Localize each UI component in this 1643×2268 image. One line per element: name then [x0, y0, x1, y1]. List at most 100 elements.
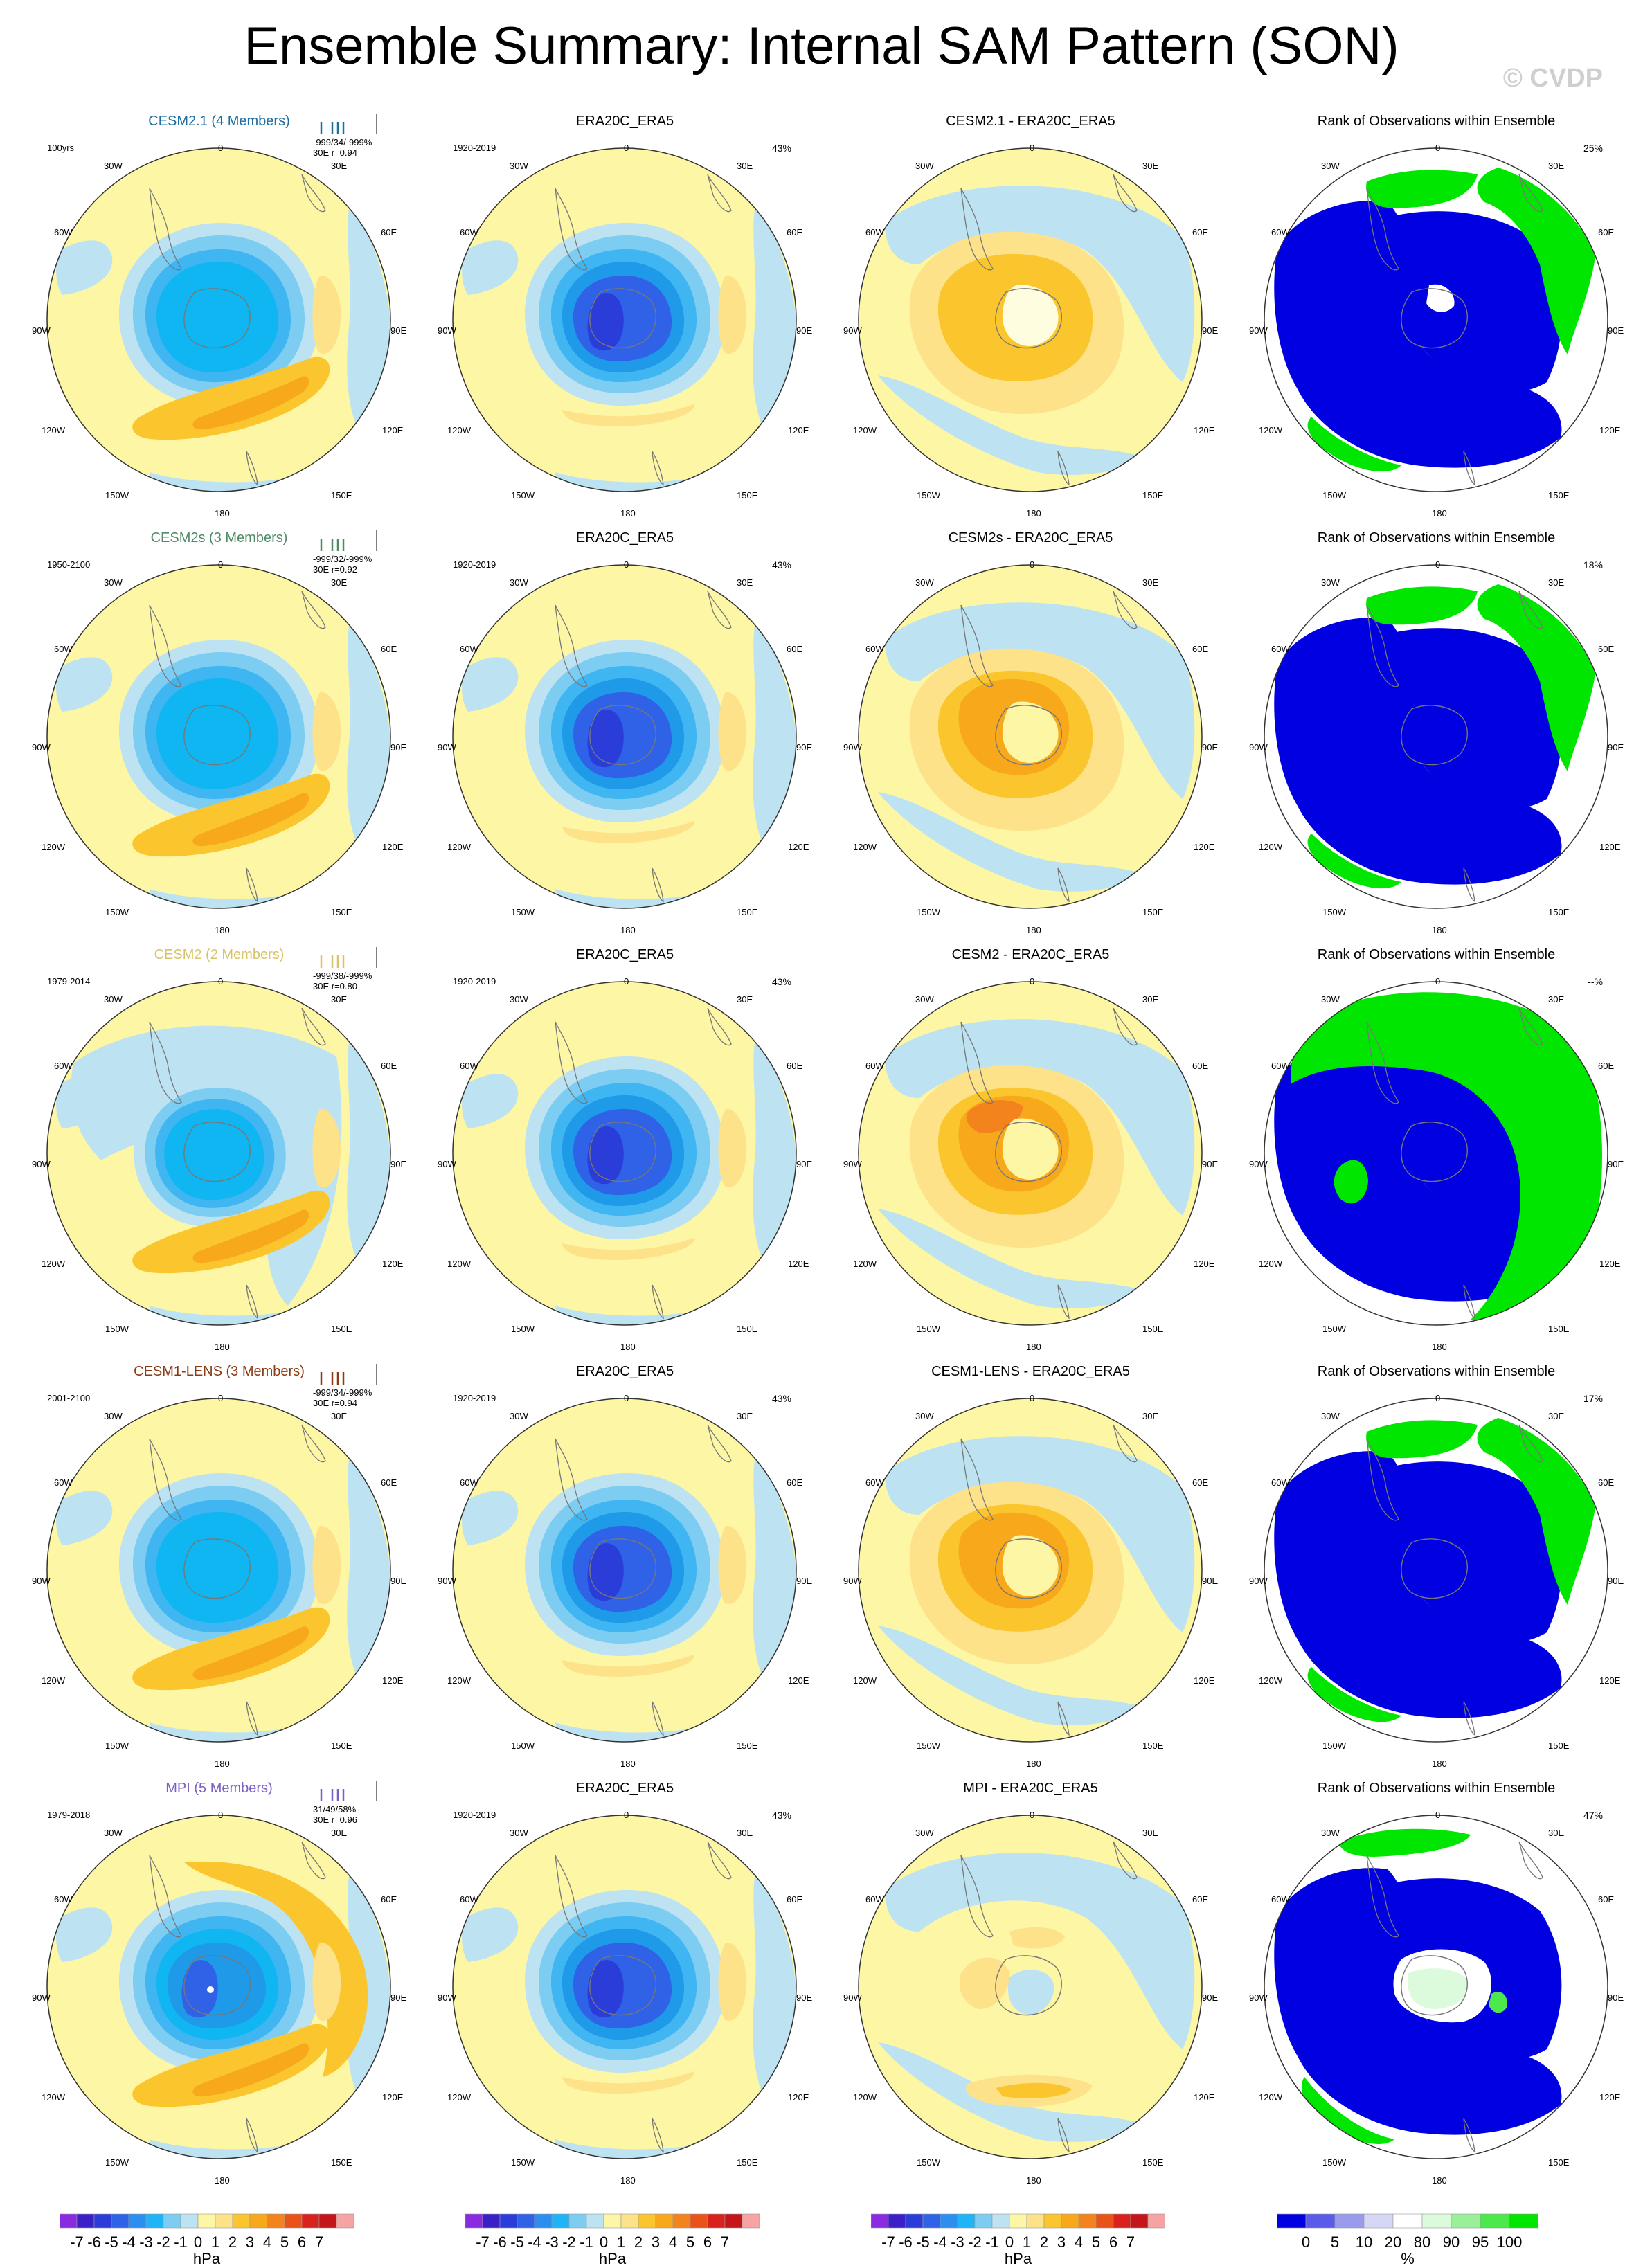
model-panel-title: CESM2.1 (4 Members) [148, 114, 290, 129]
lon-label-top-left: 30W [104, 1411, 123, 1421]
lon-label-upper-left: 60W [460, 1894, 478, 1905]
stats-block: 31/49/58% 30E r=0.96 [313, 1804, 357, 1825]
colorbar-swatch [655, 2213, 674, 2229]
percent-label: --% [1588, 976, 1603, 987]
colorbar-unit: hPa [598, 2250, 627, 2267]
lon-label-lower-right: 120E [1599, 425, 1621, 435]
period-label: 1950-2100 [47, 559, 91, 570]
lon-label-bottom-left: 150W [1322, 2157, 1346, 2168]
lon-label-top-left: 30W [104, 577, 123, 588]
colorbar-tick-label: 5 [280, 2233, 289, 2251]
lon-label-left: 90W [843, 1159, 862, 1169]
lon-label-top-right: 30E [331, 1828, 348, 1838]
colorbar-swatch [603, 2213, 622, 2229]
colorbar-swatch [1113, 2213, 1131, 2229]
lon-label-top-right: 30E [331, 1411, 348, 1421]
lon-label-bottom: 180 [1026, 1342, 1041, 1352]
colorbar-tick-label: 0 [1301, 2233, 1311, 2251]
lon-label-upper-right: 60E [1192, 644, 1209, 654]
rank-panel-row-4: Rank of Observations within Ensemble 17% 0… [1231, 1354, 1642, 1772]
lon-label-bottom-right: 150E [1548, 1740, 1570, 1751]
lon-label-top-left: 30W [104, 994, 123, 1005]
lon-label-bottom-right: 150E [331, 907, 352, 917]
colorbar-tick-label: 3 [651, 2233, 661, 2251]
lon-label-top: 0 [1435, 559, 1441, 570]
lon-label-top-right: 30E [1142, 1411, 1159, 1421]
colorbar-swatch [249, 2213, 268, 2229]
percent-label: 17% [1583, 1393, 1603, 1404]
colorbar-swatch [1130, 2213, 1149, 2229]
lon-label-upper-right: 60E [787, 227, 803, 237]
lon-label-top-right: 30E [737, 577, 753, 588]
spread-ticks [320, 947, 377, 968]
colorbar-tick-label: 0 [193, 2233, 203, 2251]
lon-label-lower-right: 120E [788, 1259, 809, 1269]
lon-label-bottom-right: 150E [331, 1740, 352, 1751]
diff-panel-row-5: MPI - ERA20C_ERA5 0 30W 30E 60W 60E 90W 90E 120W… [825, 1771, 1236, 2188]
diff-panel-row-2: CESM2s - ERA20C_ERA5 0 30W 30E 60W 60E 90W 90E 1… [825, 521, 1236, 938]
lon-label-top-right: 30E [737, 1828, 753, 1838]
colorbar-tick-label: 1 [616, 2233, 626, 2251]
lon-label-top-right: 30E [331, 577, 348, 588]
lon-label-bottom-left: 150W [105, 907, 129, 917]
lon-label-upper-left: 60W [1271, 1061, 1290, 1071]
lon-label-top: 0 [624, 143, 629, 153]
colorbar-swatch [499, 2213, 518, 2229]
colorbar-tick-label: 4 [668, 2233, 678, 2251]
stats-line-2: 30E r=0.92 [313, 564, 357, 575]
lon-label-top-left: 30W [915, 994, 934, 1005]
colorbar-tick-label: -4 [528, 2233, 541, 2251]
lon-label-lower-right: 120E [788, 2092, 809, 2103]
lon-label-bottom: 180 [1432, 1342, 1447, 1352]
lon-label-lower-left: 120W [853, 425, 877, 435]
colorbar-swatch [888, 2213, 906, 2229]
lon-label-bottom-right: 150E [331, 1324, 352, 1334]
lon-label-right: 90E [1608, 1992, 1624, 2003]
lon-label-top-right: 30E [1142, 577, 1159, 588]
colorbar-tick-label: 5 [685, 2233, 695, 2251]
colorbar-swatch [1009, 2213, 1027, 2229]
lon-label-bottom-right: 150E [737, 2157, 758, 2168]
diff-panel-row-1: CESM2.1 - ERA20C_ERA5 0 30W 30E 60W 60E 90W 90E… [825, 104, 1236, 521]
stats-line-1: -999/32/-999% [313, 554, 372, 564]
colorbar-tick-label: -2 [156, 2233, 170, 2251]
lon-label-top-left: 30W [915, 577, 934, 588]
lon-label-bottom: 180 [1026, 2175, 1041, 2186]
rank-map [1264, 147, 1608, 492]
lon-label-top-right: 30E [331, 994, 348, 1005]
model-panel-row-2: CESM2s (3 Members) 1950-2100 -999/32/-999%… [14, 521, 424, 938]
lon-label-upper-left: 60W [54, 644, 73, 654]
colorbar-tick-label: 100 [1496, 2233, 1523, 2251]
lon-label-lower-left: 120W [447, 425, 471, 435]
lon-label-upper-right: 60E [1598, 1477, 1615, 1488]
lon-label-bottom: 180 [215, 925, 230, 935]
colorbar-tick-label: 95 [1471, 2233, 1489, 2251]
stats-block: -999/34/-999% 30E r=0.94 [313, 1387, 372, 1408]
colorbar-tick-label: -5 [916, 2233, 930, 2251]
colorbar-tick-label: 1 [210, 2233, 220, 2251]
lon-label-upper-left: 60W [460, 1061, 478, 1071]
colorbar-swatch [991, 2213, 1010, 2229]
lon-label-upper-right: 60E [381, 1061, 397, 1071]
stats-line-2: 30E r=0.80 [313, 981, 357, 991]
lon-label-bottom: 180 [1432, 1758, 1447, 1769]
colorbar-swatch [1480, 2213, 1510, 2229]
lon-label-lower-right: 120E [788, 1675, 809, 1686]
diff-panel-title: CESM1-LENS - ERA20C_ERA5 [931, 1364, 1130, 1379]
stats-line-1: -999/38/-999% [313, 971, 372, 981]
stats-line-1: -999/34/-999% [313, 1387, 372, 1398]
rank-map [1264, 1815, 1608, 2159]
lon-label-left: 90W [1249, 742, 1268, 753]
lon-label-top-left: 30W [1321, 577, 1340, 588]
lon-label-upper-right: 60E [381, 644, 397, 654]
lon-label-bottom-left: 150W [917, 1324, 940, 1334]
lon-label-lower-left: 120W [447, 1675, 471, 1686]
colorbar-swatch [197, 2213, 216, 2229]
lon-label-right: 90E [390, 325, 407, 336]
lon-label-top-left: 30W [1321, 1828, 1340, 1838]
colorbar-swatch [672, 2213, 691, 2229]
colorbar-swatch [336, 2213, 354, 2229]
lon-label-left: 90W [438, 1576, 456, 1586]
lon-label-right: 90E [796, 1576, 813, 1586]
percent-label: 47% [1583, 1810, 1603, 1821]
